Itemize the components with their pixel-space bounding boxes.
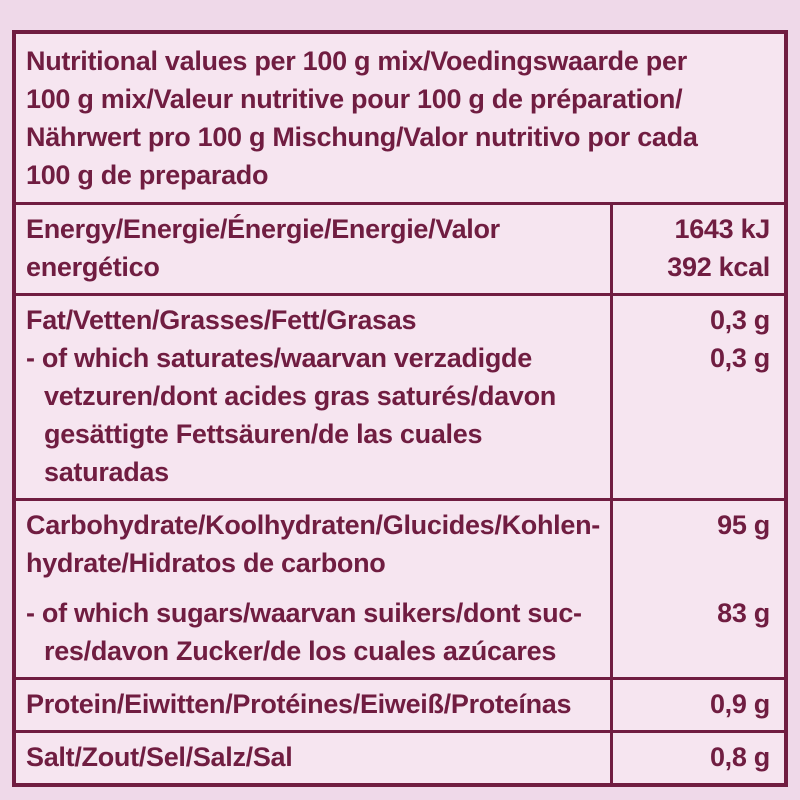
row-protein: Protein/Eiwitten/Protéines/Eiweiß/Proteí…	[16, 677, 784, 730]
energy-value: 1643 kJ 392 kcal	[610, 210, 784, 286]
sugars-value: 83 g	[717, 598, 770, 628]
saturates-label-line: vetzuren/dont acides gras saturés/davon	[44, 381, 556, 411]
salt-label: Salt/Zout/Sel/Salz/Sal	[16, 738, 610, 776]
entry-saturates: - of which saturates/waarvan verzadigde …	[16, 339, 784, 491]
entry-protein: Protein/Eiwitten/Protéines/Eiweiß/Proteí…	[16, 685, 784, 723]
fat-value: 0,3 g	[709, 305, 770, 335]
title-line: Nährwert pro 100 g Mischung/Valor nutrit…	[26, 122, 698, 152]
title-line: 100 g de preparado	[26, 160, 269, 190]
fat-label-line: Fat/Vetten/Grasses/Fett/Grasas	[26, 305, 417, 335]
saturates-label-line: - of which saturates/waarvan verzadigde	[26, 343, 532, 373]
protein-label-line: Protein/Eiwitten/Protéines/Eiweiß/Proteí…	[26, 689, 572, 719]
sugars-label: - of which sugars/waarvan suikers/dont s…	[16, 582, 610, 670]
saturates-label-line: gesättigte Fettsäuren/de las cuales	[44, 419, 483, 449]
salt-label-line: Salt/Zout/Sel/Salz/Sal	[26, 742, 293, 772]
carbohydrate-label-line: hydrate/Hidratos de carbono	[26, 548, 386, 578]
row-salt: Salt/Zout/Sel/Salz/Sal 0,8 g	[16, 730, 784, 783]
carbohydrate-value: 95 g	[717, 510, 770, 540]
energy-kj-value: 1643 kJ	[674, 214, 771, 244]
entry-carbohydrate: Carbohydrate/Koolhydraten/Glucides/Kohle…	[16, 506, 784, 582]
energy-label-line: Energy/Energie/Énergie/Energie/Valor	[26, 214, 500, 244]
carbohydrate-label: Carbohydrate/Koolhydraten/Glucides/Kohle…	[16, 506, 610, 582]
saturates-value: 0,3 g	[709, 343, 770, 373]
fat-label: Fat/Vetten/Grasses/Fett/Grasas	[16, 301, 610, 339]
row-carbohydrate: Carbohydrate/Koolhydraten/Glucides/Kohle…	[16, 498, 784, 677]
saturates-label-line: saturadas	[44, 457, 169, 487]
energy-label-line: energético	[26, 252, 160, 282]
entry-salt: Salt/Zout/Sel/Salz/Sal 0,8 g	[16, 738, 784, 776]
protein-label: Protein/Eiwitten/Protéines/Eiweiß/Proteí…	[16, 685, 610, 723]
table-body: Energy/Energie/Énergie/Energie/Valor ene…	[16, 202, 784, 783]
title-line: Nutritional values per 100 g mix/Voeding…	[26, 46, 687, 76]
table-title: Nutritional values per 100 g mix/Voeding…	[16, 34, 784, 202]
entry-sugars: - of which sugars/waarvan suikers/dont s…	[16, 582, 784, 670]
entry-energy: Energy/Energie/Énergie/Energie/Valor ene…	[16, 210, 784, 286]
sugars-label-line: res/davon Zucker/de los cuales azúcares	[44, 636, 557, 666]
sugars-label-line: - of which sugars/waarvan suikers/dont s…	[26, 598, 582, 628]
salt-value: 0,8 g	[709, 742, 770, 772]
protein-value: 0,9 g	[709, 689, 770, 719]
saturates-label: - of which saturates/waarvan verzadigde …	[16, 339, 610, 491]
carbohydrate-label-line: Carbohydrate/Koolhydraten/Glucides/Kohle…	[26, 510, 600, 540]
entry-fat: Fat/Vetten/Grasses/Fett/Grasas 0,3 g	[16, 301, 784, 339]
row-fat: Fat/Vetten/Grasses/Fett/Grasas 0,3 g - o…	[16, 293, 784, 498]
title-line: 100 g mix/Valeur nutritive pour 100 g de…	[26, 84, 683, 114]
energy-kcal-value: 392 kcal	[667, 252, 770, 282]
energy-label: Energy/Energie/Énergie/Energie/Valor ene…	[16, 210, 610, 286]
nutrition-table: Nutritional values per 100 g mix/Voeding…	[12, 30, 788, 787]
row-energy: Energy/Energie/Énergie/Energie/Valor ene…	[16, 202, 784, 293]
